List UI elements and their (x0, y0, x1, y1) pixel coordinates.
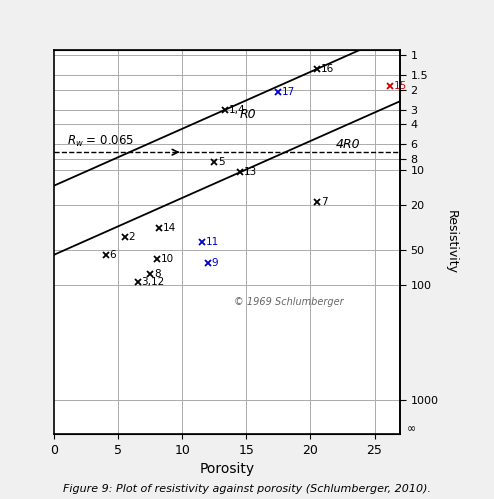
Text: 1,4: 1,4 (229, 105, 245, 115)
Text: 6: 6 (109, 250, 116, 260)
Text: 3,12: 3,12 (141, 277, 165, 287)
Text: © 1969 Schlumberger: © 1969 Schlumberger (234, 297, 343, 307)
Text: 11: 11 (206, 237, 219, 247)
Text: 4R0: 4R0 (336, 139, 361, 152)
Text: 16: 16 (321, 64, 334, 74)
Text: 5: 5 (218, 157, 225, 167)
Text: $R_w$ = 0.065: $R_w$ = 0.065 (67, 134, 134, 149)
Text: 9: 9 (212, 258, 218, 268)
Text: 10: 10 (161, 254, 174, 264)
Text: 14: 14 (163, 223, 176, 233)
Text: R0: R0 (240, 108, 257, 121)
Text: 2: 2 (128, 232, 135, 242)
Text: 7: 7 (321, 197, 328, 207)
Text: 17: 17 (282, 87, 295, 97)
Text: Figure 9: Plot of resistivity against porosity (Schlumberger, 2010).: Figure 9: Plot of resistivity against po… (63, 484, 431, 494)
Text: ∞: ∞ (407, 424, 416, 434)
Y-axis label: Resistivity: Resistivity (445, 210, 458, 274)
Text: 15: 15 (394, 81, 407, 91)
Text: 13: 13 (244, 167, 257, 177)
X-axis label: Porosity: Porosity (200, 463, 255, 477)
Text: 8: 8 (154, 268, 161, 278)
